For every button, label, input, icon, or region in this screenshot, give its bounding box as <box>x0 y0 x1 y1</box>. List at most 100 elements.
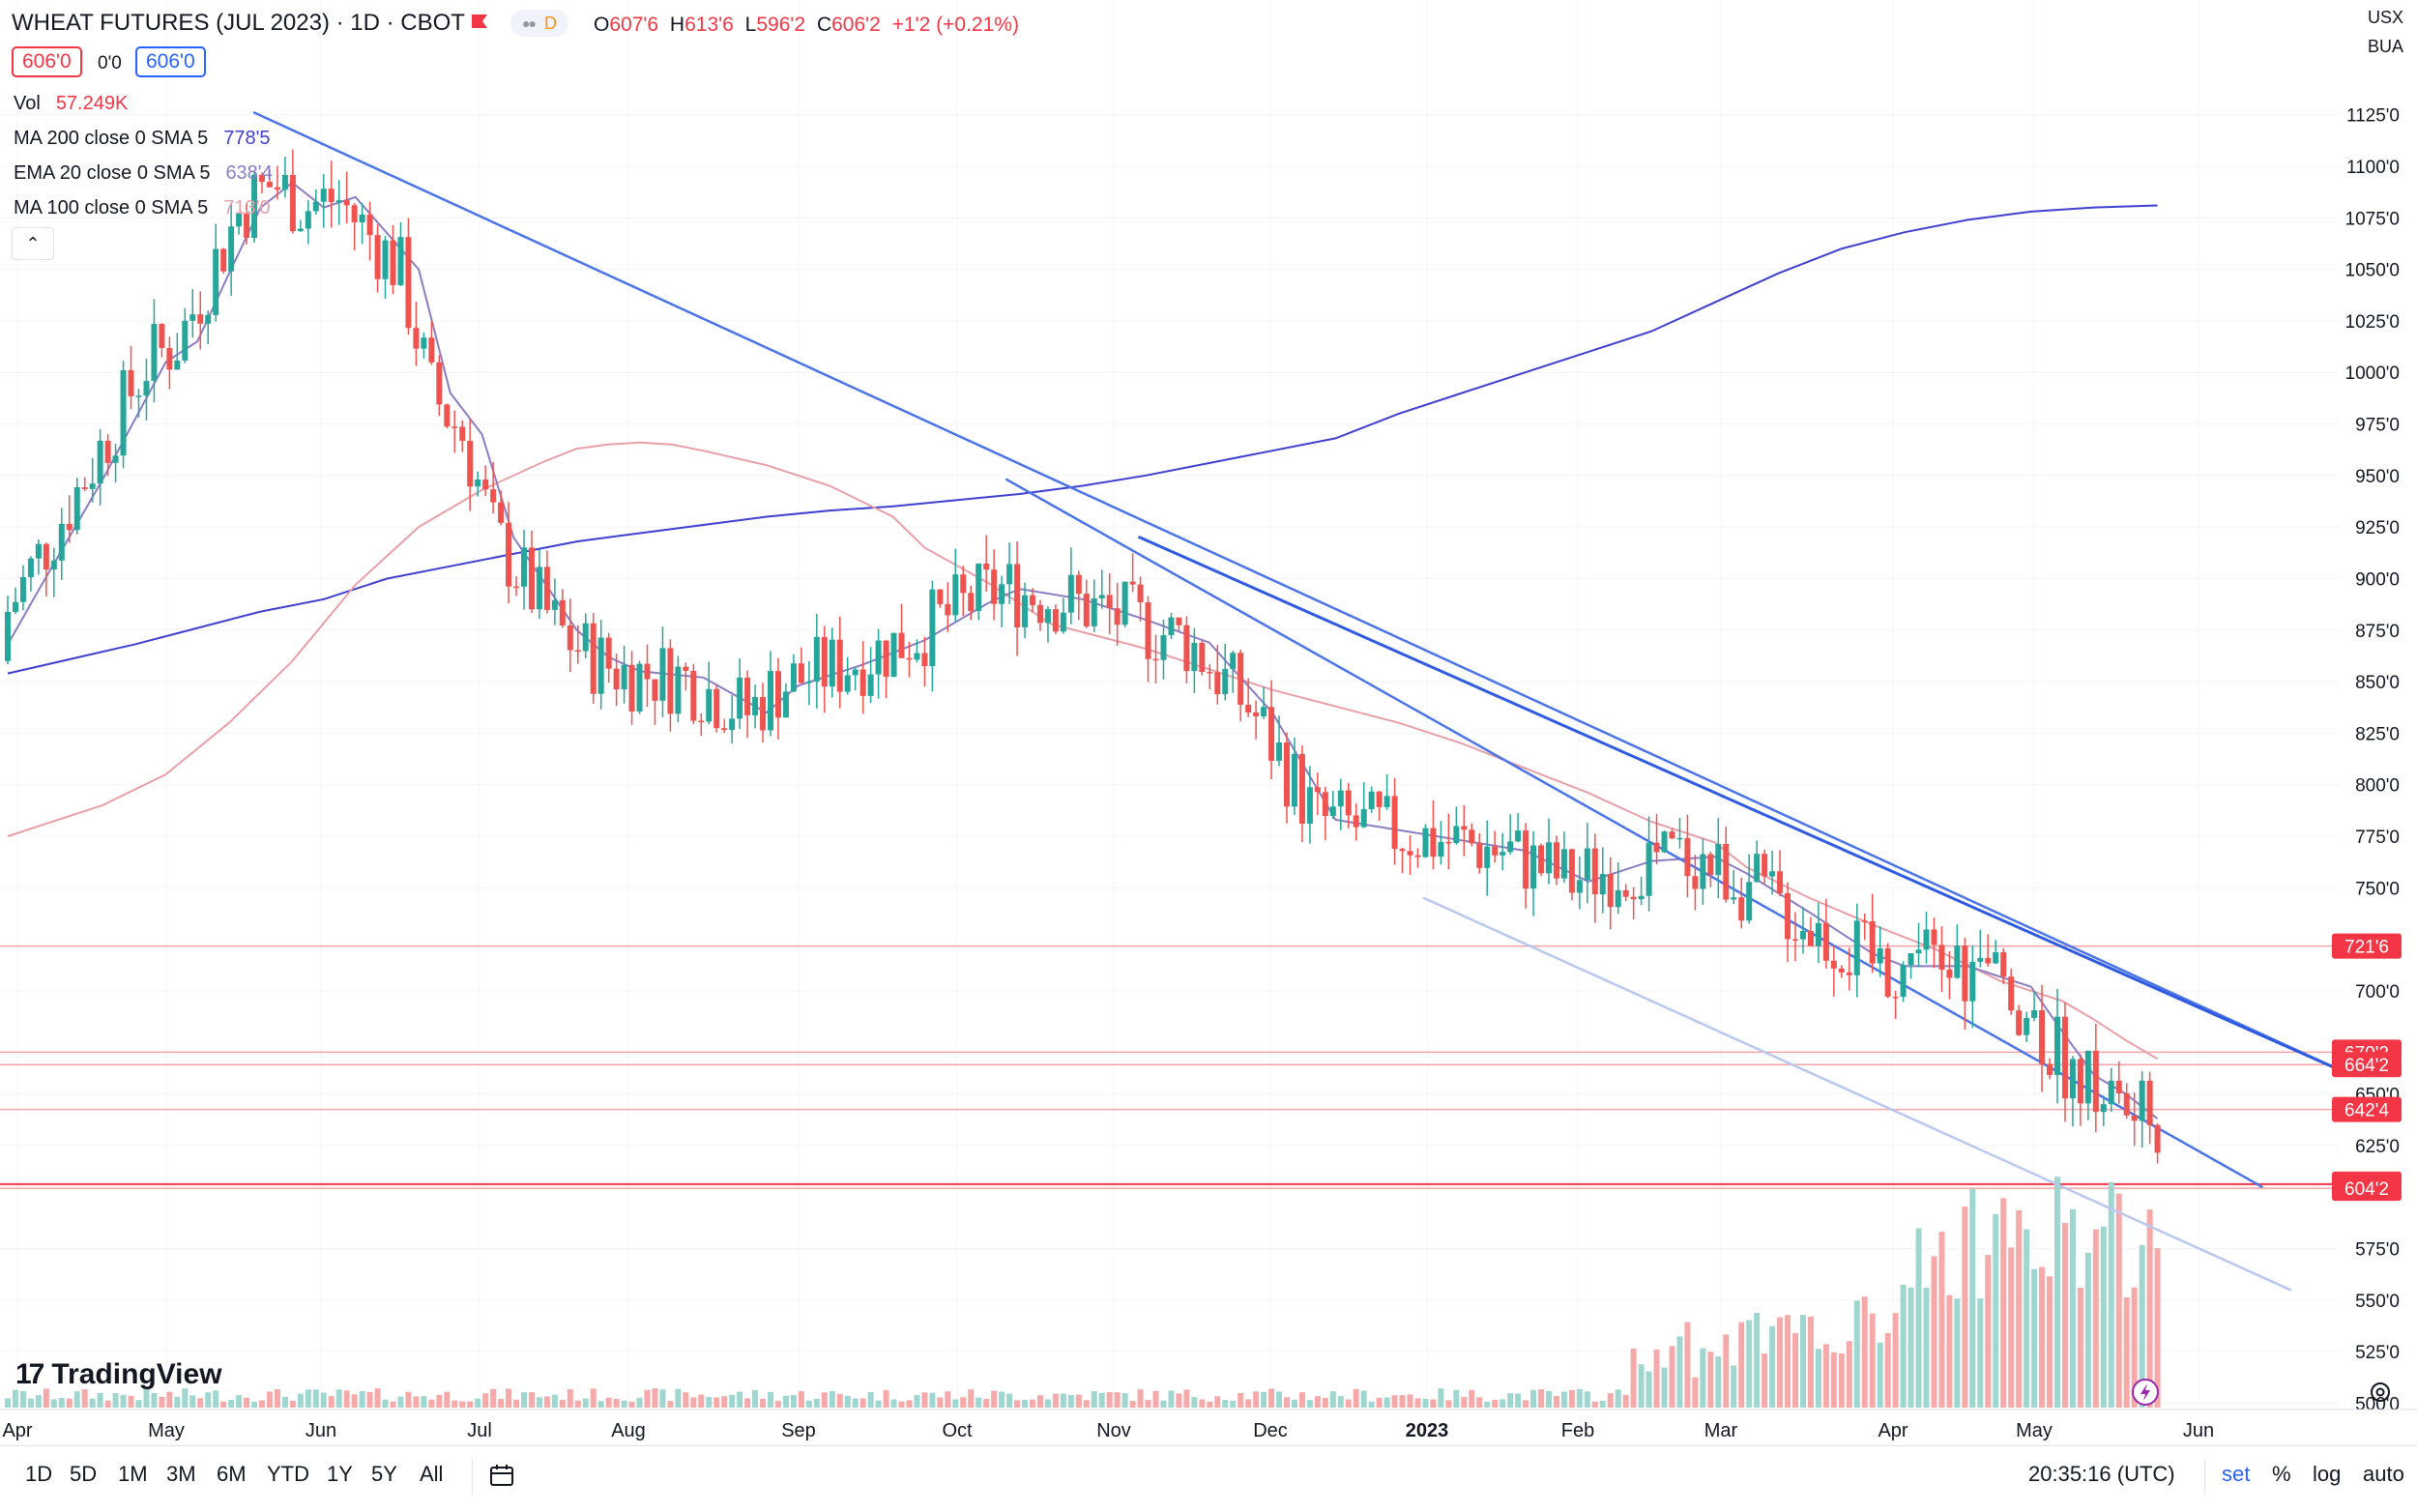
candle-body <box>1345 790 1352 816</box>
range-1y[interactable]: 1Y <box>327 1462 353 1486</box>
volume-bar <box>1253 1391 1260 1408</box>
collapse-legend-button[interactable]: ⌃ <box>12 227 54 260</box>
candle-body <box>366 214 373 236</box>
candle-body <box>1969 961 1976 1002</box>
candle-body <box>312 201 319 212</box>
utc-clock[interactable]: 20:35:16 (UTC) <box>2028 1462 2175 1486</box>
range-3m[interactable]: 3M <box>166 1462 196 1486</box>
calendar-icon[interactable] <box>489 1464 514 1487</box>
range-5d[interactable]: 5D <box>70 1462 98 1486</box>
candle-body <box>798 663 804 683</box>
price-tick-label: 1125'0 <box>2346 106 2400 127</box>
candle-body <box>43 543 49 570</box>
price-tick-label: 800'0 <box>2355 776 2400 797</box>
candle-body <box>621 664 627 690</box>
candle-body <box>1707 854 1714 876</box>
time-tick-label: Apr <box>2 1420 32 1441</box>
volume-bar <box>1923 1287 1930 1408</box>
candle-body <box>1500 852 1506 856</box>
range-5y[interactable]: 5Y <box>371 1462 397 1486</box>
volume-bar <box>752 1389 759 1408</box>
candle-body <box>945 603 951 616</box>
candle-body <box>2053 1016 2060 1075</box>
candle-body <box>2039 1009 2046 1064</box>
volume-bar <box>89 1398 96 1408</box>
volume-bar <box>1560 1391 1567 1408</box>
option-percent[interactable]: % <box>2272 1462 2291 1486</box>
candle-body <box>259 174 266 183</box>
volume-bar <box>1414 1398 1421 1408</box>
candle-body <box>1822 922 1829 961</box>
candle-body <box>1253 712 1260 716</box>
volume-bar <box>1168 1390 1175 1408</box>
volume-bar <box>2108 1181 2114 1408</box>
range-all[interactable]: All <box>420 1462 444 1486</box>
flag-icon[interactable] <box>471 14 488 29</box>
lightning-icon[interactable] <box>2131 1378 2160 1407</box>
candle-body <box>706 688 713 722</box>
range-1m[interactable]: 1M <box>118 1462 148 1486</box>
candle-body <box>960 574 967 594</box>
candle-body <box>1376 791 1383 807</box>
volume-bar <box>644 1389 651 1408</box>
candle-body <box>1762 854 1768 877</box>
volume-bar <box>135 1400 142 1408</box>
candle-body <box>1176 617 1182 625</box>
volume-bar <box>1445 1400 1452 1408</box>
mode-pill[interactable]: ●● D <box>510 10 568 37</box>
range-6m[interactable]: 6M <box>217 1462 247 1486</box>
currency-label[interactable]: USX <box>2367 8 2403 27</box>
time-tick-label: Jun <box>306 1420 336 1441</box>
volume-bar <box>1762 1353 1768 1408</box>
indicator-ma100[interactable]: MA 100 close 0 SMA 5 713'0 <box>14 197 271 219</box>
volume-bar <box>405 1391 412 1408</box>
volume-bar <box>652 1388 658 1408</box>
candle-body <box>1638 895 1645 900</box>
candle-body <box>1445 841 1452 844</box>
volume-bar <box>151 1393 158 1408</box>
candle-body <box>890 632 897 677</box>
volume-bar <box>1545 1390 1552 1408</box>
range-1d[interactable]: 1D <box>25 1462 53 1486</box>
gear-icon[interactable] <box>2369 1381 2392 1404</box>
volume-bar <box>366 1391 373 1408</box>
volume-bar <box>289 1401 296 1408</box>
candle-body <box>952 574 959 616</box>
option-set[interactable]: set <box>2222 1462 2251 1486</box>
volume-bar <box>328 1396 335 1408</box>
candle-body <box>436 362 443 405</box>
candle-body <box>2016 1010 2023 1035</box>
volume-bar <box>683 1392 689 1408</box>
ohlc-open-key: O <box>594 14 610 36</box>
price-tick-label: 825'0 <box>2355 724 2400 744</box>
chart-title[interactable]: WHEAT FUTURES (JUL 2023) · 1D · CBOT <box>12 10 465 36</box>
indicator-ema20[interactable]: EMA 20 close 0 SMA 5 638'4 <box>14 162 273 185</box>
candle-body <box>66 523 73 531</box>
volume-bar <box>805 1400 812 1408</box>
indicator-volume[interactable]: Vol 57.249K <box>14 93 128 115</box>
candle-body <box>1553 842 1559 879</box>
candle-body <box>498 502 505 523</box>
volume-bar <box>675 1388 682 1408</box>
range-ytd[interactable]: YTD <box>267 1462 309 1486</box>
volume-bar <box>844 1395 851 1408</box>
sell-price-box[interactable]: 606'0 <box>12 46 82 77</box>
volume-bar <box>945 1391 951 1408</box>
unit-label[interactable]: BUA <box>2367 37 2403 56</box>
buy-price-box[interactable]: 606'0 <box>135 46 206 77</box>
candle-body <box>475 480 481 487</box>
candle-body <box>844 675 851 692</box>
candle-body <box>1700 854 1706 889</box>
candle-body <box>605 637 612 669</box>
candle-body <box>1060 612 1066 632</box>
price-label-badge <box>2332 1052 2402 1078</box>
candle-body <box>228 226 235 272</box>
volume-bar <box>536 1397 542 1408</box>
option-auto[interactable]: auto <box>2363 1462 2404 1486</box>
candle-body <box>1152 658 1159 661</box>
indicator-ma200[interactable]: MA 200 close 0 SMA 5 778'5 <box>14 128 271 150</box>
volume-bar <box>2139 1244 2145 1408</box>
option-log[interactable]: log <box>2313 1462 2342 1486</box>
candle-body <box>1129 581 1136 585</box>
